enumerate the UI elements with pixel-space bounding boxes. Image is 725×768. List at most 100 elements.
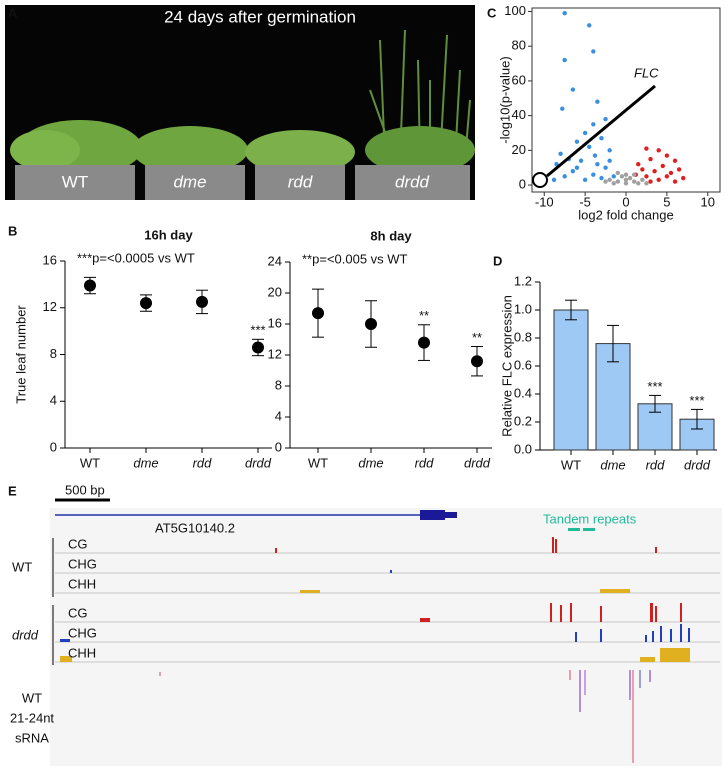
significance-label: ** bbox=[419, 308, 429, 323]
y-tick-label: 1.2 bbox=[514, 273, 532, 288]
point bbox=[551, 177, 557, 183]
x-tick-label: drdd bbox=[684, 457, 711, 472]
point bbox=[471, 355, 483, 368]
y-tick-label: 0.0 bbox=[514, 441, 532, 456]
gene-exon bbox=[420, 510, 445, 520]
point bbox=[648, 156, 653, 162]
point bbox=[578, 158, 584, 163]
point bbox=[615, 170, 621, 176]
point bbox=[252, 341, 264, 354]
x-tick-label: -5 bbox=[579, 194, 591, 209]
methylation-chg bbox=[60, 570, 690, 642]
methylation-chh bbox=[60, 589, 690, 662]
point bbox=[664, 153, 670, 158]
point bbox=[592, 153, 598, 158]
repeats-label: Tandem repeats bbox=[543, 511, 637, 526]
significance-label: *** bbox=[689, 393, 704, 408]
point bbox=[603, 165, 608, 170]
point bbox=[574, 139, 580, 144]
chart-title: 8h day bbox=[370, 228, 412, 243]
point bbox=[644, 174, 649, 179]
rosettes bbox=[10, 120, 475, 176]
y-axis-label: Relative FLC expression bbox=[499, 295, 514, 437]
point bbox=[644, 146, 649, 151]
y-tick-label: 40 bbox=[512, 107, 526, 122]
point bbox=[574, 165, 580, 170]
x-tick-label: dme bbox=[600, 457, 625, 472]
point bbox=[84, 279, 96, 292]
point bbox=[595, 99, 600, 104]
point bbox=[640, 177, 645, 183]
y-tick-label: 4 bbox=[50, 393, 57, 408]
x-tick-label: -10 bbox=[535, 194, 554, 209]
y-tick-label: 0.8 bbox=[514, 329, 532, 344]
x-tick-label: dme bbox=[133, 455, 158, 470]
y-tick-label: 0 bbox=[50, 439, 57, 454]
y-tick-label: 8 bbox=[275, 377, 282, 392]
point bbox=[587, 144, 592, 150]
x-tick-label: drdd bbox=[245, 455, 272, 470]
photo-label: drdd bbox=[395, 172, 430, 191]
y-tick-label: 80 bbox=[512, 38, 526, 53]
point bbox=[681, 175, 686, 181]
x-tick-label: 10 bbox=[701, 194, 715, 209]
point bbox=[196, 295, 208, 308]
chart-title: 16h day bbox=[144, 227, 193, 242]
point bbox=[582, 177, 588, 183]
point bbox=[591, 122, 596, 127]
x-tick-label: dme bbox=[358, 455, 383, 470]
point bbox=[619, 174, 625, 179]
point bbox=[603, 116, 608, 122]
y-tick-label: 0.6 bbox=[514, 357, 532, 372]
point bbox=[558, 151, 563, 157]
panel-label: E bbox=[8, 483, 17, 498]
y-tick-label: 12 bbox=[43, 299, 57, 314]
y-tick-label: 1.0 bbox=[514, 301, 532, 316]
y-tick-label: 100 bbox=[504, 3, 526, 18]
y-tick-label: 24 bbox=[268, 253, 282, 268]
point bbox=[607, 158, 612, 163]
x-tick-label: 0 bbox=[622, 194, 629, 209]
context-label: CG bbox=[68, 605, 88, 620]
x-axis-label: log2 fold change bbox=[578, 207, 673, 222]
y-tick-label: 0.2 bbox=[514, 413, 532, 428]
point bbox=[627, 175, 633, 181]
point bbox=[640, 167, 645, 172]
group-label: WT bbox=[12, 559, 32, 574]
point bbox=[365, 318, 377, 330]
annotation: FLC bbox=[634, 65, 659, 80]
point bbox=[595, 162, 600, 167]
significance-label: *** bbox=[250, 323, 265, 338]
point bbox=[560, 106, 565, 111]
significance-label: ** bbox=[472, 330, 482, 345]
y-tick-label: 60 bbox=[512, 72, 526, 87]
y-tick-label: 0 bbox=[275, 439, 282, 454]
srna-label: WT bbox=[22, 690, 42, 705]
x-tick-label: WT bbox=[80, 455, 100, 470]
point bbox=[587, 23, 592, 28]
x-tick-label: 5 bbox=[663, 194, 670, 209]
y-tick-label: 16 bbox=[268, 315, 282, 330]
point bbox=[636, 162, 641, 167]
methylation-cg bbox=[275, 537, 682, 622]
point bbox=[660, 163, 665, 169]
point bbox=[631, 179, 637, 184]
point bbox=[623, 177, 629, 183]
context-label: CG bbox=[68, 536, 88, 551]
panel-label: B bbox=[8, 223, 17, 238]
annotation: ***p=<0.0005 vs WT bbox=[77, 250, 195, 265]
point bbox=[672, 179, 678, 184]
srna-reads bbox=[159, 670, 651, 763]
context-label: CHG bbox=[68, 556, 97, 571]
point bbox=[631, 172, 637, 177]
x-tick-label: WT bbox=[308, 455, 328, 470]
photo-label: dme bbox=[173, 172, 206, 191]
y-tick-label: 0 bbox=[519, 176, 526, 191]
point bbox=[664, 174, 670, 179]
point bbox=[656, 177, 661, 183]
y-tick-label: 12 bbox=[268, 346, 282, 361]
point bbox=[652, 168, 657, 174]
point bbox=[607, 148, 612, 153]
